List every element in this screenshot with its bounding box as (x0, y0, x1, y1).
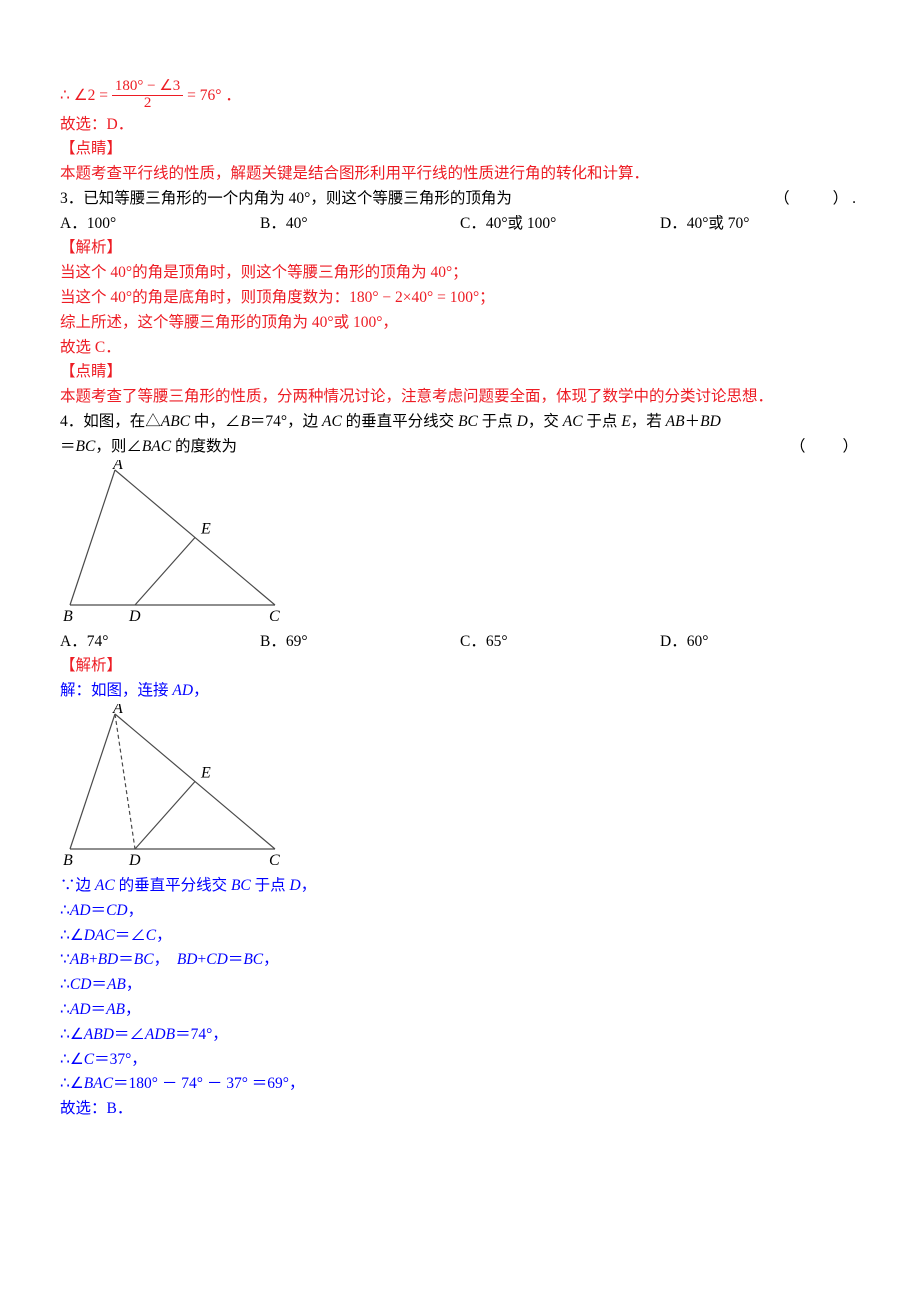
eq-suffix: ． (225, 87, 241, 104)
q4l2e: 的度数为 (171, 438, 237, 455)
q4j: D (517, 413, 528, 430)
q3-options: A．100° B．40° C．40°或 100° D．40°或 70° (60, 212, 860, 237)
q4q: ＋ (685, 413, 701, 430)
q4n: E (621, 413, 630, 430)
q4s-l9: ∴∠BAC＝180° － 74° － 37° ＝69°， (60, 1072, 860, 1097)
q4k: ，交 (528, 413, 563, 430)
q3-sol-l2c: ； (479, 289, 495, 306)
q4s-l10: 故选：B． (60, 1097, 860, 1122)
q4m: 于点 (583, 413, 622, 430)
svg-text:C: C (269, 608, 280, 625)
q4o: ，若 (631, 413, 666, 430)
q4a: 4．如图，在△ (60, 413, 161, 430)
q4-opt-d: D．60° (660, 630, 860, 655)
q4p: AB (666, 413, 685, 430)
q3-opt-d: D．40°或 70° (660, 212, 860, 237)
q4f: AC (322, 413, 342, 430)
svg-text:D: D (128, 852, 141, 869)
q4s-l2: ∴AD＝CD， (60, 899, 860, 924)
q4i: 于点 (478, 413, 517, 430)
q3-opt-b: B．40° (260, 212, 460, 237)
eq-lhs: ∠2 = (74, 87, 108, 104)
q4-paren: （ ） (790, 435, 860, 460)
q4-stem-line1: 4．如图，在△ABC 中，∠B＝74°，边 AC 的垂直平分线交 BC 于点 D… (60, 410, 860, 435)
q4-jiexi: 【解析】 (60, 654, 860, 679)
q4d: B (240, 413, 249, 430)
q4si-b: AD (172, 682, 193, 699)
q4g: 的垂直平分线交 (342, 413, 458, 430)
q4-opt-a: A．74° (60, 630, 260, 655)
q4l2c: ，则∠ (95, 438, 142, 455)
q4s-l7: ∴∠ABD＝∠ADB＝74°， (60, 1023, 860, 1048)
q4-opt-b: B．69° (260, 630, 460, 655)
q4h: BC (458, 413, 478, 430)
q3-opt-c: C．40°或 100° (460, 212, 660, 237)
frac-num: 180° − ∠3 (112, 79, 183, 96)
q4-opt-c: C．65° (460, 630, 660, 655)
q4s-l3: ∴∠DAC＝∠C， (60, 924, 860, 949)
prev-dianjing: 本题考查平行线的性质，解题关键是结合图形利用平行线的性质进行角的转化和计算． (60, 162, 860, 187)
q3-stem-text: 3．已知等腰三角形的一个内角为 40°，则这个等腰三角形的顶角为 (60, 190, 512, 207)
q4l2d: BAC (142, 438, 171, 455)
svg-text:E: E (200, 765, 211, 782)
q4s-l5: ∴CD＝AB， (60, 973, 860, 998)
q3-dianjing: 本题考查了等腰三角形的性质，分两种情况讨论，注意考虑问题要全面，体现了数学中的分… (60, 385, 860, 410)
q4-figure-1: A B C D E (60, 460, 860, 630)
svg-text:A: A (112, 460, 123, 473)
eq-rhs: = 76° (187, 87, 221, 104)
q4c: 中，∠ (190, 413, 240, 430)
q3-opt-a: A．100° (60, 212, 260, 237)
svg-text:A: A (112, 704, 123, 717)
q3-sol-l2: 当这个 40°的角是底角时，则顶角度数为：180° − 2×40° = 100°… (60, 286, 860, 311)
q4-sol-intro: 解：如图，连接 AD， (60, 679, 860, 704)
q3-sol-l4: 故选 C． (60, 336, 860, 361)
q3-sol-l1: 当这个 40°的角是顶角时，则这个等腰三角形的顶角为 40°； (60, 261, 860, 286)
q4l2b: BC (76, 438, 96, 455)
q3-paren: （ ）. (774, 187, 860, 212)
q4s-l8: ∴∠C＝37°， (60, 1048, 860, 1073)
prev-answer: 故选：D． (60, 113, 860, 138)
svg-text:E: E (200, 520, 211, 537)
q4-options: A．74° B．69° C．65° D．60° (60, 630, 860, 655)
svg-text:C: C (269, 852, 280, 869)
q4l2a: ＝ (60, 438, 76, 455)
q4s-l6: ∴AD＝AB， (60, 998, 860, 1023)
prev-equation: ∴ ∠2 = 180° − ∠3 2 = 76° ． (60, 80, 860, 113)
q4-figure-2: A B C D E (60, 704, 860, 874)
q4si-a: 解：如图，连接 (60, 682, 172, 699)
q3-sol-l2b: 180° − 2×40° = 100° (349, 289, 479, 306)
svg-text:B: B (63, 608, 73, 625)
q4s-l4: ∵AB+BD＝BC， BD+CD＝BC， (60, 948, 860, 973)
dianjing-label: 【点睛】 (60, 137, 860, 162)
q3-sol-l2a: 当这个 40°的角是底角时，则顶角度数为： (60, 289, 349, 306)
q4si-c: ， (193, 682, 209, 699)
q3-sol-l3: 综上所述，这个等腰三角形的顶角为 40°或 100°， (60, 311, 860, 336)
q3-stem: 3．已知等腰三角形的一个内角为 40°，则这个等腰三角形的顶角为 （ ）. (60, 187, 860, 212)
q4b: ABC (161, 413, 190, 430)
q3-dianjing-label: 【点睛】 (60, 360, 860, 385)
svg-text:D: D (128, 608, 141, 625)
q4e: ＝74°，边 (250, 413, 322, 430)
q4r: BD (700, 413, 721, 430)
q4s-l1: ∵边 AC 的垂直平分线交 BC 于点 D， (60, 874, 860, 899)
frac-den: 2 (112, 96, 183, 112)
q3-jiexi: 【解析】 (60, 236, 860, 261)
q4l: AC (563, 413, 583, 430)
fraction: 180° − ∠3 2 (112, 79, 183, 112)
therefore: ∴ (60, 87, 70, 104)
q4-stem-line2: ＝BC，则∠BAC 的度数为 （ ） (60, 435, 860, 460)
svg-text:B: B (63, 852, 73, 869)
